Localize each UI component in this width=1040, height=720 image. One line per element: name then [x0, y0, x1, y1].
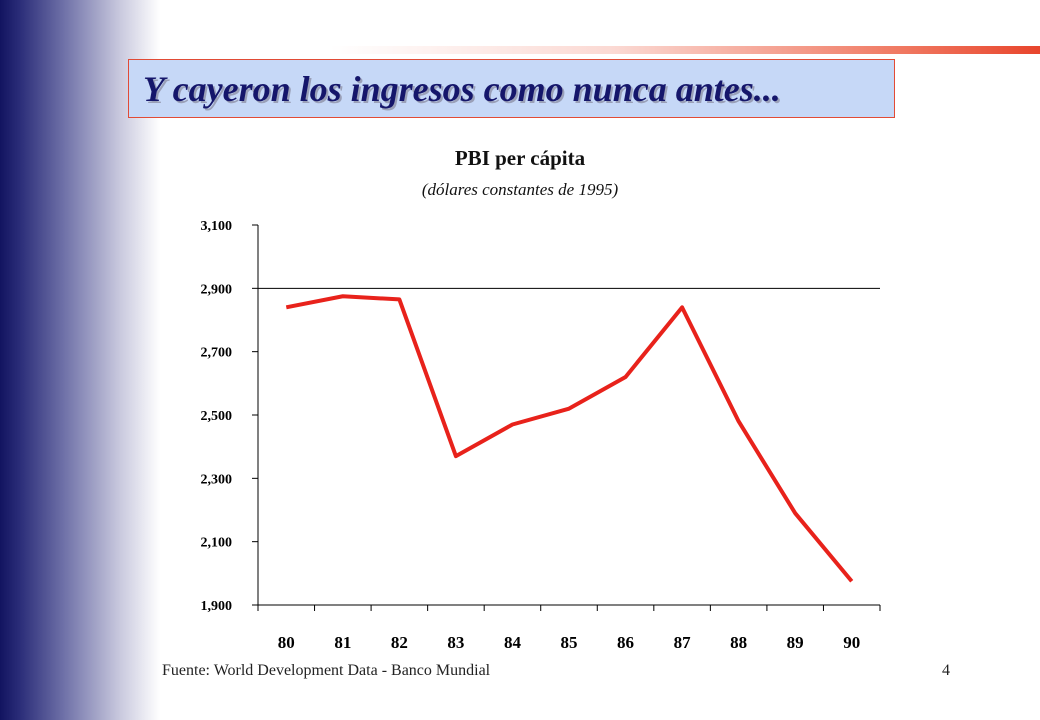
top-accent-rule — [330, 46, 1040, 54]
x-tick-label: 81 — [334, 633, 351, 652]
y-tick-label: 2,300 — [201, 472, 233, 487]
series-line — [285, 294, 854, 583]
x-tick-label: 90 — [843, 633, 860, 652]
side-gradient-bar — [0, 0, 160, 720]
source-footnote: Fuente: World Development Data - Banco M… — [162, 662, 491, 679]
title-box: Y cayeron los ingresos como nunca antes.… — [128, 59, 895, 118]
x-tick-label: 83 — [447, 633, 464, 652]
slide-title: Y cayeron los ingresos como nunca antes.… — [143, 69, 781, 109]
x-tick-label: 82 — [391, 633, 408, 652]
y-tick-label: 2,100 — [201, 536, 233, 551]
x-tick-label: 80 — [278, 633, 295, 652]
page-number: 4 — [942, 662, 950, 679]
y-tick-label: 1,900 — [201, 599, 233, 614]
y-tick-label: 2,500 — [201, 409, 233, 424]
y-tick-label: 2,700 — [201, 346, 233, 361]
y-tick-label: 2,900 — [201, 282, 233, 297]
x-tick-label: 86 — [617, 633, 634, 652]
x-tick-label: 89 — [787, 633, 804, 652]
y-tick-label: 3,100 — [201, 219, 233, 234]
x-tick-label: 88 — [730, 633, 747, 652]
x-tick-label: 85 — [561, 633, 578, 652]
x-tick-label: 87 — [674, 633, 692, 652]
chart-subtitle: (dólares constantes de 1995) — [421, 180, 619, 199]
x-tick-label: 84 — [504, 633, 522, 652]
chart-title: PBI per cápita — [454, 146, 586, 170]
